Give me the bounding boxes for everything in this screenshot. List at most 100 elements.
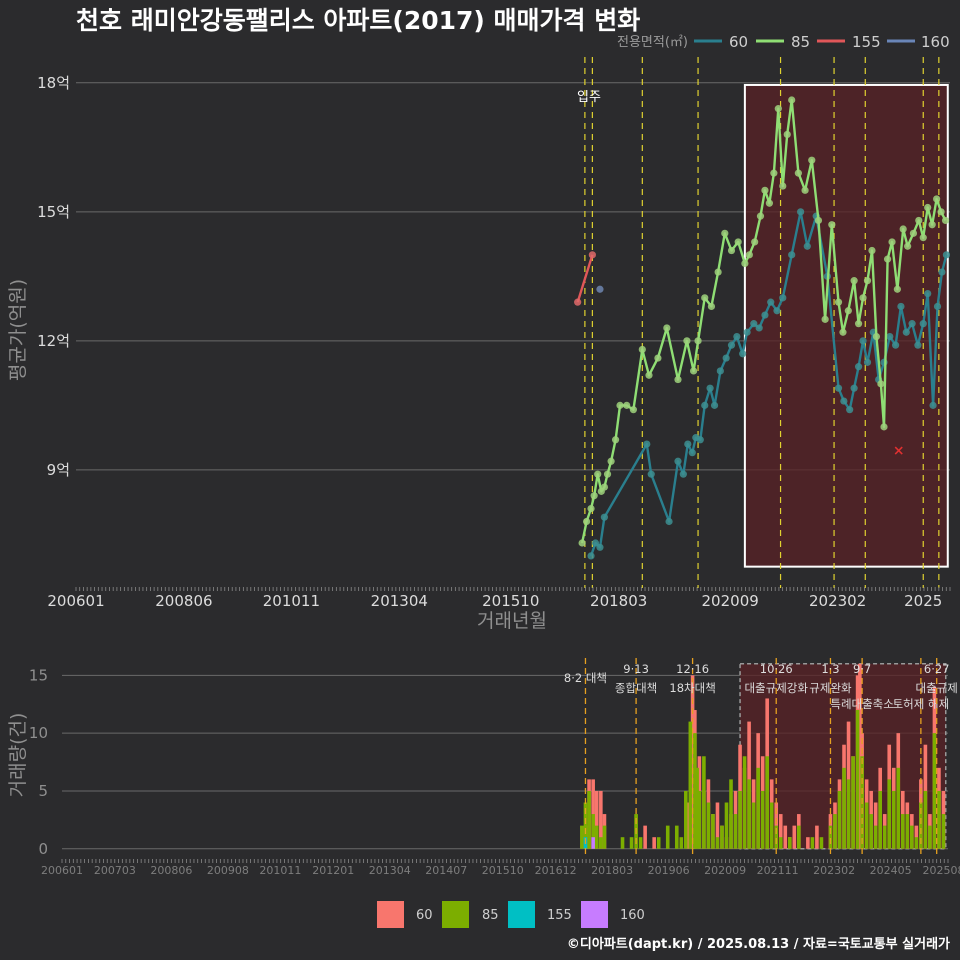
series-point-60 (933, 302, 942, 311)
bottom-legend: 60 85 155 160 (377, 901, 645, 928)
series-point-60 (863, 358, 872, 366)
series-point-85 (814, 216, 823, 225)
legend-box-160 (581, 901, 608, 928)
series-point-85 (701, 294, 709, 302)
bar-85 (702, 756, 706, 849)
bar-85 (720, 825, 724, 849)
series-point-60 (834, 384, 843, 392)
series-point-85 (941, 216, 950, 225)
y-axis-title: 평균가(억원) (7, 279, 29, 381)
series-point-85 (779, 182, 787, 190)
move-in-annotation: 입주 (577, 90, 601, 105)
bar-85 (599, 837, 603, 849)
series-point-85 (629, 406, 637, 414)
bar-85 (760, 790, 765, 849)
bottom-x-tick-label: 202111 (757, 864, 799, 877)
bar-85 (629, 837, 634, 849)
bottom-x-tick-label: 202009 (704, 864, 746, 877)
bar-85 (587, 790, 591, 849)
y-tick-label: 18억 (37, 74, 70, 92)
bar-85 (914, 837, 919, 849)
series-point-85 (859, 294, 867, 302)
bottom-x-tick-label: 200806 (150, 864, 192, 877)
legend-box-155 (508, 901, 535, 928)
series-point-85 (883, 255, 892, 263)
bar-85 (778, 837, 783, 849)
bar-60 (858, 663, 862, 849)
series-point-60 (803, 242, 811, 250)
series-point-85 (863, 277, 872, 285)
series-point-60 (846, 406, 854, 414)
series-point-60 (739, 350, 747, 358)
legend-label-85: 85 (791, 33, 810, 51)
bar-85 (591, 814, 595, 849)
cross-marker (894, 446, 903, 455)
bottom-axes: 200601 200703 200806 200908 201011 201201 2013… (41, 859, 960, 877)
legend-label-60: 60 (729, 33, 748, 51)
x-tick-label: 202302 (809, 592, 866, 610)
series-point-85 (683, 337, 691, 345)
series-point-85 (616, 401, 624, 409)
bar-85 (715, 837, 720, 849)
series-line-155 (576, 254, 594, 303)
bar-85 (594, 825, 599, 849)
series-point-155 (588, 251, 596, 259)
series-point-85 (594, 470, 602, 478)
series-point-60 (854, 363, 863, 371)
bar-85 (751, 802, 756, 849)
bar-85 (693, 733, 697, 849)
legend-box-60 (377, 901, 404, 928)
series-point-60 (779, 294, 787, 302)
policy-name-label: 종합대책 (615, 681, 657, 695)
bar-85 (747, 779, 751, 849)
bottom-y-tick-label: 15 (29, 666, 48, 684)
bar-85 (729, 779, 733, 849)
series-point-85 (611, 436, 620, 444)
legend-box-label-60: 60 (416, 908, 433, 923)
bar-60 (806, 837, 810, 849)
series-point-85 (828, 221, 836, 229)
bar-85 (896, 767, 901, 849)
bar-85 (602, 825, 607, 849)
bar-85 (923, 790, 928, 849)
series-point-60 (596, 543, 604, 551)
bar-60 (599, 790, 603, 849)
policy-name-label: 대출규제강화 (744, 681, 808, 695)
series-point-85 (924, 203, 932, 212)
series-point-85 (765, 199, 774, 207)
bottom-x-tick-label: 200601 (41, 864, 83, 877)
series-point-60 (773, 307, 781, 315)
x-tick-label: 2025 (904, 592, 942, 610)
series-point-85 (714, 268, 722, 276)
bar-85 (869, 814, 873, 849)
bottom-x-tick-label: 201906 (648, 864, 690, 877)
policy-date-label: 12·16 (676, 662, 709, 676)
series-point-85 (834, 298, 843, 306)
legend-box-85 (442, 901, 469, 928)
series-point-85 (783, 130, 791, 139)
top-series (574, 96, 951, 560)
series-point-85 (674, 375, 682, 384)
series-point-155 (574, 298, 582, 306)
series-point-85 (751, 238, 759, 246)
series-point-60 (665, 517, 673, 526)
series-point-85 (756, 212, 765, 220)
bar-85 (738, 790, 742, 849)
series-point-85 (844, 307, 852, 315)
series-point-85 (937, 208, 945, 216)
series-point-60 (674, 457, 682, 465)
series-point-60 (755, 324, 763, 332)
series-point-60 (684, 440, 692, 448)
series-point-60 (942, 251, 951, 259)
policy-date-label: 9·13 (623, 662, 649, 676)
bar-60 (778, 814, 783, 849)
series-point-85 (794, 169, 802, 177)
series-point-85 (774, 105, 782, 113)
bar-85 (620, 837, 625, 849)
bar-85 (711, 814, 715, 849)
series-point-85 (928, 221, 936, 229)
bar-60 (783, 825, 788, 849)
x-tick-label: 201011 (263, 592, 320, 610)
bar-60 (815, 825, 819, 849)
bar-85 (837, 790, 842, 849)
